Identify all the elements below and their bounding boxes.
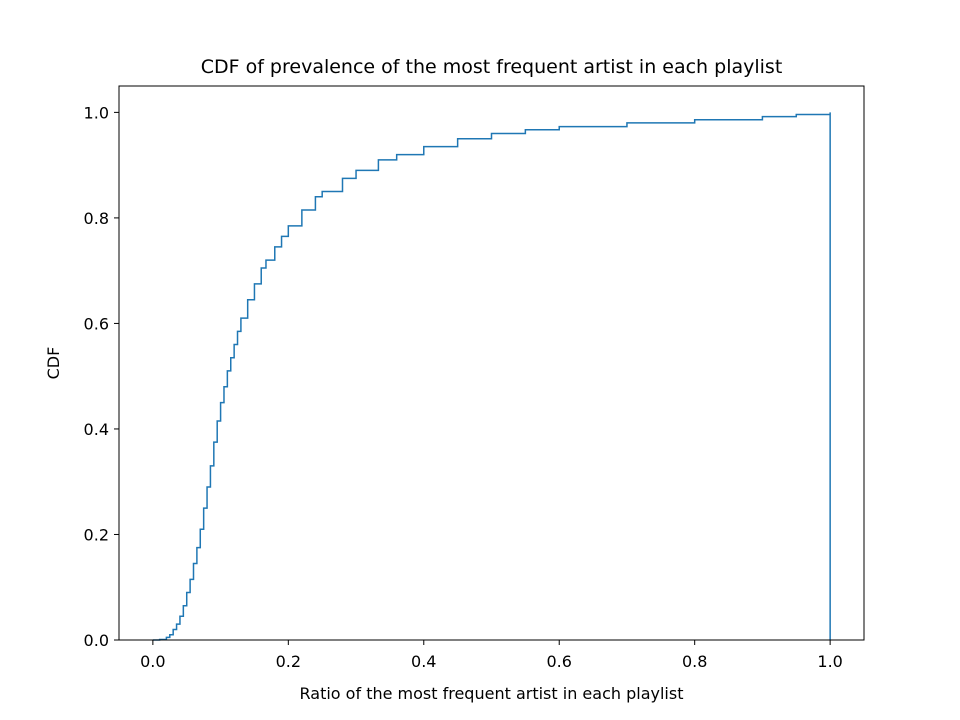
y-tick-label: 0.8 [84,209,109,228]
plot-area [152,112,831,641]
y-axis: 0.0 0.2 0.4 0.6 0.8 1.0 [84,103,119,650]
y-tick-label: 1.0 [84,103,109,122]
x-tick-label: 0.4 [411,652,436,671]
y-axis-label: CDF [44,347,63,380]
y-tick-label: 0.2 [84,525,109,544]
x-tick-label: 0.6 [547,652,572,671]
x-axis: 0.0 0.2 0.4 0.6 0.8 1.0 [140,640,843,671]
chart-title: CDF of prevalence of the most frequent a… [201,56,783,78]
x-tick-label: 0.8 [682,652,707,671]
y-tick-label: 0.6 [84,314,109,333]
cdf-series-line [152,112,831,641]
x-tick-label: 0.2 [276,652,301,671]
axes-frame [118,85,865,641]
y-tick-label: 0.4 [84,420,109,439]
x-tick-label: 0.0 [140,652,165,671]
x-tick-label: 1.0 [817,652,842,671]
y-tick-label: 0.0 [84,631,109,650]
x-axis-label: Ratio of the most frequent artist in eac… [300,684,684,703]
